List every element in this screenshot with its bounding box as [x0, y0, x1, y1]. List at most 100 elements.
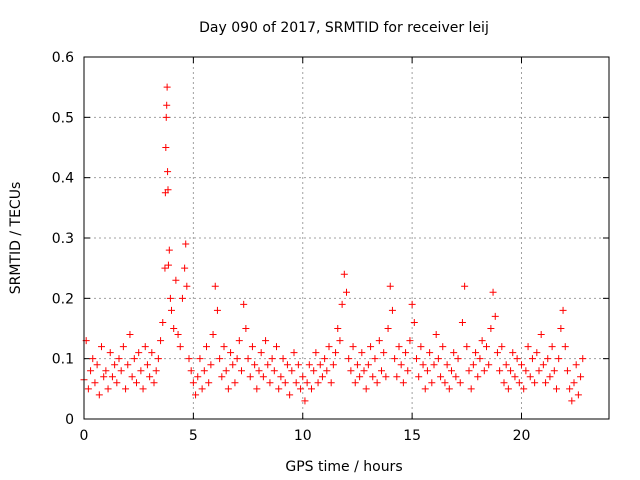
- data-point: [577, 373, 585, 381]
- data-point: [312, 349, 320, 357]
- data-point: [454, 355, 462, 363]
- y-tick-label: 0.5: [52, 110, 74, 126]
- data-point: [419, 361, 427, 369]
- data-point: [380, 349, 388, 357]
- data-point: [91, 379, 99, 387]
- data-point: [303, 379, 311, 387]
- data-point: [353, 361, 361, 369]
- data-point: [511, 373, 519, 381]
- data-point: [102, 367, 110, 375]
- data-point: [292, 379, 300, 387]
- data-point: [327, 379, 335, 387]
- data-point: [474, 373, 482, 381]
- data-point: [489, 288, 497, 296]
- data-point: [170, 325, 178, 332]
- data-point: [528, 355, 536, 363]
- data-point: [539, 361, 547, 369]
- data-point: [388, 306, 396, 314]
- data-point: [483, 343, 490, 351]
- data-point: [430, 361, 438, 369]
- data-point: [437, 373, 445, 381]
- data-point: [185, 355, 193, 363]
- y-tick-label: 0.6: [52, 50, 74, 66]
- data-point: [172, 276, 180, 284]
- data-point: [469, 361, 477, 369]
- data-point: [478, 337, 486, 345]
- data-point: [415, 373, 423, 381]
- data-point: [579, 355, 587, 363]
- data-point: [246, 373, 254, 381]
- data-point: [161, 264, 169, 272]
- data-point: [198, 385, 206, 393]
- data-point: [279, 355, 287, 363]
- data-point: [520, 385, 528, 393]
- data-point: [164, 186, 172, 194]
- data-point: [563, 367, 571, 375]
- data-point: [515, 379, 523, 387]
- data-point: [205, 379, 213, 387]
- data-point: [115, 355, 123, 363]
- y-tick-label: 0.3: [52, 231, 74, 247]
- x-axis-label: GPS time / hours: [285, 459, 402, 475]
- data-point: [434, 355, 442, 363]
- data-point: [227, 349, 235, 357]
- data-point: [369, 373, 377, 381]
- data-point: [362, 385, 370, 393]
- data-point: [297, 385, 305, 393]
- data-point: [264, 361, 272, 369]
- data-point: [162, 113, 170, 121]
- data-point: [218, 373, 226, 381]
- y-tick-label: 0.4: [52, 171, 74, 187]
- data-point: [196, 355, 204, 363]
- data-point: [509, 349, 517, 357]
- data-point: [294, 361, 302, 369]
- data-point: [106, 349, 114, 357]
- x-tick-label: 15: [403, 428, 421, 444]
- data-point: [137, 367, 145, 375]
- data-point: [496, 367, 504, 375]
- data-point: [216, 355, 224, 363]
- data-point: [542, 379, 550, 387]
- data-point: [393, 373, 401, 381]
- data-point: [371, 355, 379, 363]
- data-point: [164, 261, 172, 269]
- data-point: [93, 361, 101, 369]
- data-point: [557, 325, 565, 332]
- data-point: [189, 379, 197, 387]
- data-point: [504, 385, 512, 393]
- data-point: [349, 343, 357, 351]
- y-tick-label: 0.1: [52, 352, 74, 368]
- data-point: [141, 343, 149, 351]
- data-point: [559, 306, 567, 314]
- data-point: [568, 397, 576, 405]
- data-point: [351, 379, 359, 387]
- data-point: [259, 373, 267, 381]
- data-point: [130, 355, 138, 363]
- data-point: [336, 337, 344, 345]
- data-point: [572, 361, 580, 369]
- data-point: [507, 367, 515, 375]
- data-point: [513, 355, 521, 363]
- data-point: [332, 349, 340, 357]
- data-point: [395, 343, 403, 351]
- data-point: [187, 367, 195, 375]
- data-point: [493, 349, 501, 357]
- data-point: [84, 385, 92, 393]
- data-point: [347, 367, 355, 375]
- data-point: [235, 337, 243, 345]
- data-point: [242, 325, 250, 332]
- data-point: [476, 355, 484, 363]
- data-point: [318, 373, 326, 381]
- data-point: [487, 325, 495, 332]
- data-point: [413, 355, 420, 363]
- data-point: [211, 282, 219, 290]
- data-point: [500, 379, 508, 387]
- data-point: [548, 343, 556, 351]
- data-point: [570, 379, 578, 387]
- data-point: [480, 367, 488, 375]
- data-point: [555, 355, 563, 363]
- data-point: [229, 361, 237, 369]
- data-point: [397, 361, 405, 369]
- data-point: [213, 306, 221, 314]
